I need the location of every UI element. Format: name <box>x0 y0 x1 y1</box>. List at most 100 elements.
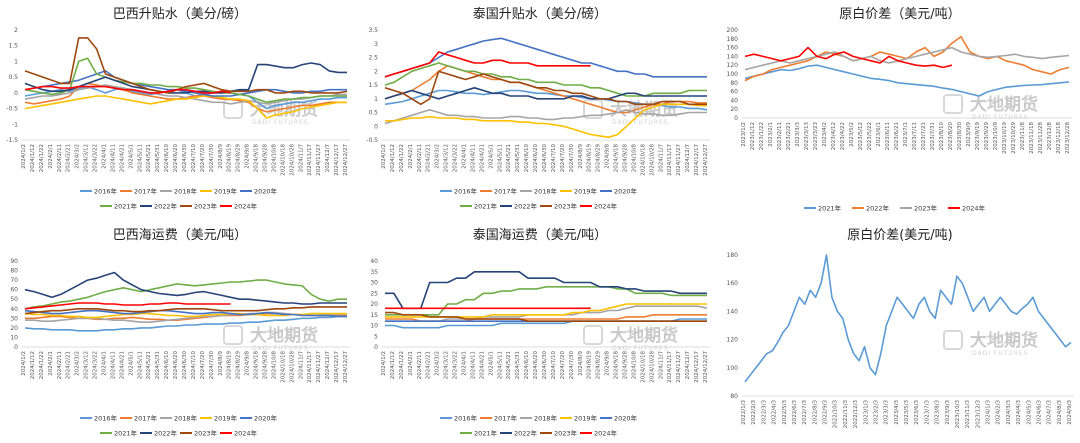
x-tick-label: 2023/5/12 <box>858 122 864 150</box>
y-tick-label: -1 <box>12 121 18 128</box>
chart-raw-white-spread-yearly: 原白价差（美元/吨） 0 20 40 60 80 100 120 140 160 180 200 202… <box>720 0 1080 221</box>
x-tick-label: 2024/7/10 <box>551 351 557 380</box>
x-tick-label: 2023/8/20 <box>948 122 954 151</box>
y-tick-label: 140 <box>727 308 739 315</box>
x-tick-label: 2024/7/20 <box>560 144 566 173</box>
x-tick-label: 2024/11/7 <box>658 144 664 173</box>
x-tick-label: 2024/5/21 <box>506 351 512 379</box>
chart-title: 原白价差(美元/吨) <box>847 227 953 243</box>
x-tick-label: 2024/12/7 <box>685 351 691 380</box>
x-tick-label: 2023/11/28 <box>1038 122 1044 154</box>
y-tick-label: 3 <box>374 41 378 48</box>
legend-label: 2024年 <box>594 202 618 211</box>
y-tick-label: 40 <box>370 258 378 265</box>
x-tick-label: 2023/10/29 <box>1011 122 1017 154</box>
legend-label: 2021年 <box>818 204 842 213</box>
y-tick-label: 5 <box>374 333 378 340</box>
x-tick-label: 2024/11/17 <box>667 351 673 383</box>
x-tick-label: 2024/9/8 <box>245 351 251 376</box>
chart-thailand-freight: 泰国海运费（美元/吨） 0 5 10 15 20 25 30 35 40 2024/1/2 2024/… <box>360 221 720 442</box>
x-tick-label: 2024/3/2 <box>75 351 81 376</box>
legend-item: 2019年 <box>560 187 598 196</box>
series-line <box>24 70 347 97</box>
y-tick-label: 0 <box>14 344 18 351</box>
legend-item: 2020年 <box>240 414 278 423</box>
x-tick-label: 2024/6/10 <box>524 351 530 380</box>
x-tick-label: 2024/2/21 <box>66 144 72 172</box>
x-tick-label: 2024/2/1 <box>48 351 54 376</box>
watermark-icon <box>943 94 963 114</box>
x-tick-label: 2024/5/21 <box>146 144 152 172</box>
y-tick-label: 40 <box>10 306 18 313</box>
y-tick-label: 0 <box>14 90 18 97</box>
y-tick-label: 3.5 <box>368 27 378 34</box>
x-tick-label: 2024/5/31 <box>155 144 161 172</box>
x-tick-label: 2023/7/31 <box>930 122 936 150</box>
chart-title: 巴西海运费（美元/吨） <box>113 228 247 243</box>
x-tick-label: 2024/2/21 <box>66 351 72 379</box>
y-tick-label: 1.5 <box>368 82 378 89</box>
x-tick-label: 2024/9/18 <box>254 351 260 380</box>
x-tick-label: 2023/1/22 <box>759 122 765 150</box>
x-tick-label: 2024/3/2 <box>435 144 441 169</box>
legend-item: 2016年 <box>80 187 118 196</box>
x-tick-label: 2022/2/3 <box>751 400 757 425</box>
x-tick-label: 2024/8/3 <box>1057 400 1063 425</box>
y-tick-label: 90 <box>10 258 18 265</box>
watermark-text: 大地期货 <box>610 325 678 346</box>
x-tick-label: 2024/1/3 <box>986 400 992 425</box>
chart-title: 泰国升贴水（美分/磅） <box>473 6 607 22</box>
y-tick-label: 20 <box>10 325 18 332</box>
y-tick-label: 1 <box>14 58 18 65</box>
x-tick-label: 2023/2/1 <box>768 122 774 147</box>
legend-item: 2022年 <box>140 429 178 438</box>
x-tick-label: 2024/10/28 <box>649 351 655 383</box>
y-tick-label: 15 <box>370 312 378 319</box>
x-tick-label: 2024/5/21 <box>506 144 512 172</box>
x-tick-label: 2024/5/1 <box>488 144 494 169</box>
chart-svg: 原白价差(美元/吨) 80 100 120 140 160 180 2022/1/3 2022/… <box>727 227 1074 428</box>
chart-thailand-premium: 泰国升贴水（美分/磅） -0.5 0 0.5 1 1.5 2 2.5 3 3.5 2024/1/2 2… <box>360 0 720 221</box>
x-tick-label: 2024/6/10 <box>524 144 530 173</box>
x-tick-label: 2024/10/18 <box>640 144 646 176</box>
x-tick-label: 2024/6/30 <box>182 144 188 173</box>
legend-label: 2023年 <box>554 429 578 438</box>
x-tick-label: 2024/12/27 <box>703 351 709 383</box>
x-tick-label: 2024/7/10 <box>191 144 197 173</box>
x-tick-label: 2023/2/11 <box>777 122 783 150</box>
x-tick-label: 2024/8/29 <box>236 144 242 173</box>
watermark-text: 大地期货 <box>970 330 1038 351</box>
x-tick-label: 2023/1/2 <box>741 122 747 147</box>
x-tick-label: 2024/12/27 <box>343 144 349 176</box>
x-tick-label: 2024/7/30 <box>209 144 215 173</box>
y-tick-label: 140 <box>727 53 739 60</box>
x-tick-label: 2024/12/17 <box>694 144 700 176</box>
legend-label: 2017年 <box>494 187 518 196</box>
y-tick-label: 100 <box>727 71 739 78</box>
x-tick-label: 2023/7/1 <box>903 122 909 147</box>
series-line <box>24 302 231 310</box>
x-tick-label: 2023/6/1 <box>876 122 882 147</box>
legend-label: 2020年 <box>254 187 278 196</box>
x-tick-label: 2024/11/7 <box>298 144 304 173</box>
legend-label: 2023年 <box>914 204 938 213</box>
x-tick-label: 2024/5/11 <box>137 144 143 172</box>
legend-item: 2021年 <box>804 204 842 213</box>
x-tick-label: 2024/12/17 <box>334 144 340 176</box>
legend-label: 2022年 <box>866 204 890 213</box>
x-tick-label: 2024/3/22 <box>93 351 99 379</box>
x-tick-label: 2024/2/1 <box>48 144 54 169</box>
legend-label: 2024年 <box>594 429 618 438</box>
x-tick-label: 2024/9/8 <box>605 351 611 376</box>
x-tick-label: 2024/12/7 <box>325 351 331 380</box>
x-tick-label: 2024/10/28 <box>649 144 655 176</box>
x-tick-label: 2024/3/2 <box>75 144 81 169</box>
x-tick-label: 2024/1/12 <box>390 351 396 379</box>
x-tick-label: 2024/2/1 <box>408 144 414 169</box>
x-tick-label: 2024/2/1 <box>408 351 414 376</box>
x-tick-label: 2023/2/21 <box>786 122 792 150</box>
x-tick-label: 2024/8/9 <box>578 144 584 169</box>
x-tick-label: 2023/5/2 <box>849 122 855 147</box>
watermark-icon <box>583 99 603 119</box>
